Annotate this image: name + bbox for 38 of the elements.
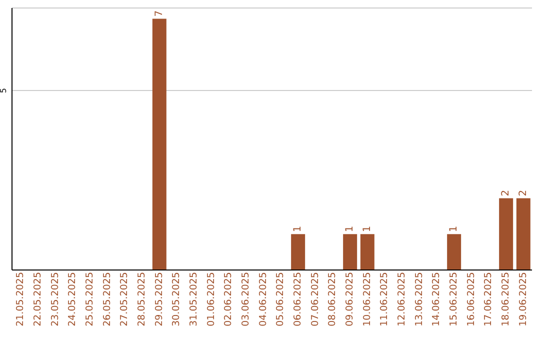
x-tick-label: 19.06.2025: [518, 272, 529, 326]
x-tick-label: 15.06.2025: [448, 272, 460, 326]
data-label: 2: [518, 190, 529, 196]
x-tick-label: 25.05.2025: [84, 272, 96, 326]
y-tick-label: 5: [0, 88, 8, 94]
x-tick-label: 31.05.2025: [188, 272, 200, 326]
x-tick-label: 04.06.2025: [258, 272, 269, 326]
x-tick-label: 08.06.2025: [327, 272, 338, 326]
data-label: 1: [344, 226, 356, 232]
x-tick-label: 24.05.2025: [67, 272, 78, 326]
data-label: 1: [448, 226, 460, 232]
x-tick-label: 18.06.2025: [500, 272, 512, 326]
data-label: 1: [292, 226, 304, 232]
x-tick-label: 12.06.2025: [396, 272, 408, 326]
x-tick-label: 28.05.2025: [136, 272, 148, 326]
x-tick-label: 22.05.2025: [32, 272, 44, 326]
x-tick-label: 16.06.2025: [466, 272, 477, 326]
x-tick-label: 10.06.2025: [362, 272, 373, 326]
x-tick-label: 17.06.2025: [483, 272, 494, 326]
data-label: 1: [362, 226, 373, 232]
x-tick-label: 02.06.2025: [223, 272, 234, 326]
x-tick-label: 07.06.2025: [310, 272, 321, 326]
x-tick-label: 27.05.2025: [119, 272, 130, 326]
x-tick-label: 01.06.2025: [206, 272, 217, 326]
x-tick-label: 30.05.2025: [171, 272, 182, 326]
x-tick-label: 23.05.2025: [50, 272, 61, 326]
x-tick-label: 05.06.2025: [275, 272, 286, 326]
data-label: 2: [500, 190, 512, 196]
x-tick-label: 29.05.2025: [154, 272, 165, 326]
x-tick-label: 13.06.2025: [414, 272, 425, 326]
x-tick-label: 14.06.2025: [431, 272, 442, 326]
x-tick-label: 09.06.2025: [344, 272, 356, 326]
data-label: 7: [154, 10, 165, 17]
x-tick-label: 11.06.2025: [379, 272, 390, 326]
x-tick-label: 06.06.2025: [292, 272, 304, 326]
x-tick-label: 21.05.2025: [15, 272, 26, 326]
x-tick-label: 26.05.2025: [102, 272, 113, 326]
x-tick-label: 03.06.2025: [240, 272, 252, 326]
